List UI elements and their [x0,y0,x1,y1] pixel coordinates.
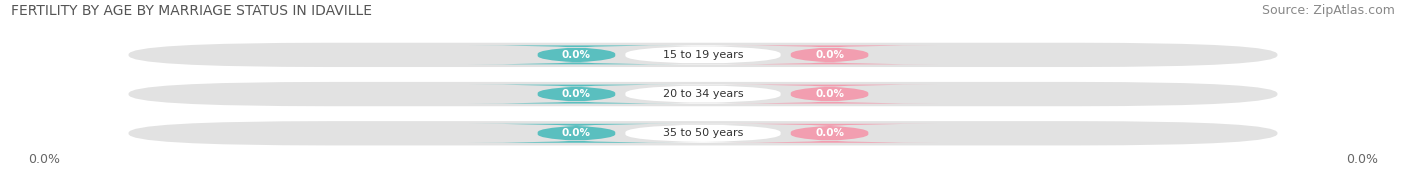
FancyBboxPatch shape [721,85,938,103]
FancyBboxPatch shape [721,124,938,143]
Text: 20 to 34 years: 20 to 34 years [662,89,744,99]
Text: 0.0%: 0.0% [562,89,591,99]
FancyBboxPatch shape [626,45,780,64]
FancyBboxPatch shape [128,121,1278,145]
Text: 0.0%: 0.0% [815,89,844,99]
FancyBboxPatch shape [721,45,938,64]
Text: 0.0%: 0.0% [815,50,844,60]
FancyBboxPatch shape [128,82,1278,106]
FancyBboxPatch shape [626,85,780,103]
Text: FERTILITY BY AGE BY MARRIAGE STATUS IN IDAVILLE: FERTILITY BY AGE BY MARRIAGE STATUS IN I… [11,4,373,18]
Text: 0.0%: 0.0% [562,50,591,60]
Text: 0.0%: 0.0% [562,128,591,138]
FancyBboxPatch shape [626,124,780,143]
FancyBboxPatch shape [468,45,685,64]
Text: 0.0%: 0.0% [28,153,60,166]
Text: Source: ZipAtlas.com: Source: ZipAtlas.com [1261,4,1395,17]
Text: 35 to 50 years: 35 to 50 years [662,128,744,138]
FancyBboxPatch shape [128,43,1278,67]
FancyBboxPatch shape [468,124,685,143]
FancyBboxPatch shape [468,85,685,103]
Text: 0.0%: 0.0% [815,128,844,138]
Text: 0.0%: 0.0% [1346,153,1378,166]
Text: 15 to 19 years: 15 to 19 years [662,50,744,60]
